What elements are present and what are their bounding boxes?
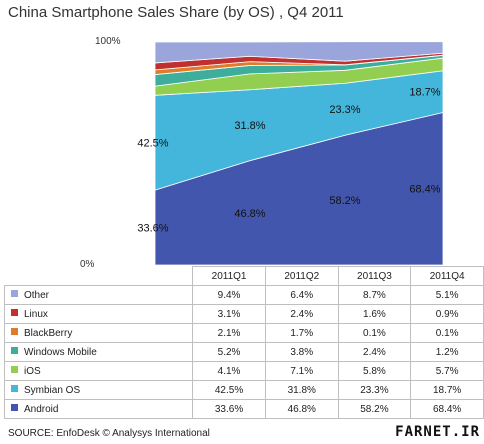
table-cell: 6.4% bbox=[264, 285, 339, 305]
table-cell: 23.3% bbox=[337, 380, 412, 400]
table-cell: 68.4% bbox=[410, 399, 484, 419]
table-row: BlackBerry 2.1% 1.7% 0.1% 0.1% bbox=[3, 323, 484, 343]
legend-label: Android bbox=[24, 403, 59, 415]
table-cell: 0.9% bbox=[410, 304, 484, 324]
table-cell: 3.8% bbox=[264, 342, 339, 362]
table-cell: 1.2% bbox=[410, 342, 484, 362]
y-tick-label: 100% bbox=[95, 36, 121, 47]
data-label: 58.2% bbox=[329, 195, 360, 207]
legend-label: Linux bbox=[24, 308, 48, 320]
category-header: 2011Q4 bbox=[410, 266, 484, 286]
table-cell: 33.6% bbox=[192, 399, 266, 419]
table-cell: 58.2% bbox=[337, 399, 412, 419]
data-label: 68.4% bbox=[409, 184, 440, 196]
table-cell: 2.1% bbox=[192, 323, 266, 343]
table-corner bbox=[4, 266, 194, 286]
table-cell: 31.8% bbox=[264, 380, 339, 400]
legend-label: Symbian OS bbox=[24, 384, 81, 396]
chart-title: China Smartphone Sales Share (by OS) , Q… bbox=[8, 4, 344, 21]
table-cell: 42.5% bbox=[192, 380, 266, 400]
table-cell: 5.2% bbox=[192, 342, 266, 362]
legend-swatch bbox=[11, 404, 18, 412]
table-row: Windows Mobile 5.2% 3.8% 2.4% 1.2% bbox=[3, 342, 484, 362]
legend-swatch bbox=[11, 328, 18, 336]
legend-swatch bbox=[11, 309, 18, 317]
table-cell: 46.8% bbox=[264, 399, 339, 419]
table-cell: 5.7% bbox=[410, 361, 484, 381]
data-table: 2011Q1 2011Q2 2011Q3 2011Q4 Other 9.4% 6.4… bbox=[3, 266, 484, 419]
data-label: 18.7% bbox=[409, 87, 440, 99]
table-row: Other 9.4% 6.4% 8.7% 5.1% bbox=[3, 285, 484, 305]
table-cell: 5.1% bbox=[410, 285, 484, 305]
table-cell: 0.1% bbox=[410, 323, 484, 343]
table-cell: 2.4% bbox=[264, 304, 339, 324]
table-header-row: 2011Q1 2011Q2 2011Q3 2011Q4 bbox=[4, 266, 484, 286]
legend-entry: iOS bbox=[3, 361, 194, 381]
table-cell: 0.1% bbox=[337, 323, 412, 343]
legend-entry: Windows Mobile bbox=[3, 342, 194, 362]
y-tick-label: 0% bbox=[80, 259, 95, 268]
table-row: iOS 4.1% 7.1% 5.8% 5.7% bbox=[3, 361, 484, 381]
table-row: Android 33.6% 46.8% 58.2% 68.4% bbox=[3, 399, 484, 419]
legend-swatch bbox=[11, 385, 18, 393]
legend-label: Other bbox=[24, 289, 50, 301]
table-cell: 1.6% bbox=[337, 304, 412, 324]
legend-entry: Symbian OS bbox=[3, 380, 194, 400]
table-cell: 4.1% bbox=[192, 361, 266, 381]
data-label: 42.5% bbox=[137, 138, 168, 150]
axis-labels: 100% 0% bbox=[80, 36, 121, 268]
watermark: FARNET.IR bbox=[395, 424, 480, 440]
legend-swatch bbox=[11, 347, 18, 355]
legend-label: iOS bbox=[24, 365, 41, 377]
legend-swatch bbox=[11, 366, 18, 374]
data-label: 23.3% bbox=[329, 104, 360, 116]
table-cell: 5.8% bbox=[337, 361, 412, 381]
table-row: Symbian OS 42.5% 31.8% 23.3% 18.7% bbox=[3, 380, 484, 400]
legend-entry: Other bbox=[3, 285, 194, 305]
legend-swatch bbox=[11, 290, 18, 298]
data-label: 46.8% bbox=[234, 208, 265, 220]
plot-labels: 33.6% 46.8% 58.2% 68.4% 42.5% 31.8% 23.3% 18.7% bbox=[137, 87, 440, 235]
data-label: 31.8% bbox=[234, 120, 265, 132]
legend-entry: BlackBerry bbox=[3, 323, 194, 343]
legend-label: Windows Mobile bbox=[24, 346, 97, 358]
legend-entry: Linux bbox=[3, 304, 194, 324]
table-cell: 2.4% bbox=[337, 342, 412, 362]
legend-label: BlackBerry bbox=[24, 327, 73, 339]
category-header: 2011Q1 bbox=[192, 266, 266, 286]
table-cell: 8.7% bbox=[337, 285, 412, 305]
plot-areas bbox=[154, 41, 444, 266]
area-chart: 33.6% 46.8% 58.2% 68.4% 42.5% 31.8% 23.3% 18.7%… bbox=[80, 36, 444, 268]
table-row: Linux 3.1% 2.4% 1.6% 0.9% bbox=[3, 304, 484, 324]
category-header: 2011Q2 bbox=[264, 266, 339, 286]
table-cell: 9.4% bbox=[192, 285, 266, 305]
legend-entry: Android bbox=[3, 399, 194, 419]
category-header: 2011Q3 bbox=[337, 266, 412, 286]
table-cell: 1.7% bbox=[264, 323, 339, 343]
source-note: SOURCE: EnfoDesk © Analysys Internationa… bbox=[8, 428, 210, 439]
area-other bbox=[154, 41, 444, 64]
table-cell: 18.7% bbox=[410, 380, 484, 400]
data-label: 33.6% bbox=[137, 223, 168, 235]
table-cell: 7.1% bbox=[264, 361, 339, 381]
table-cell: 3.1% bbox=[192, 304, 266, 324]
